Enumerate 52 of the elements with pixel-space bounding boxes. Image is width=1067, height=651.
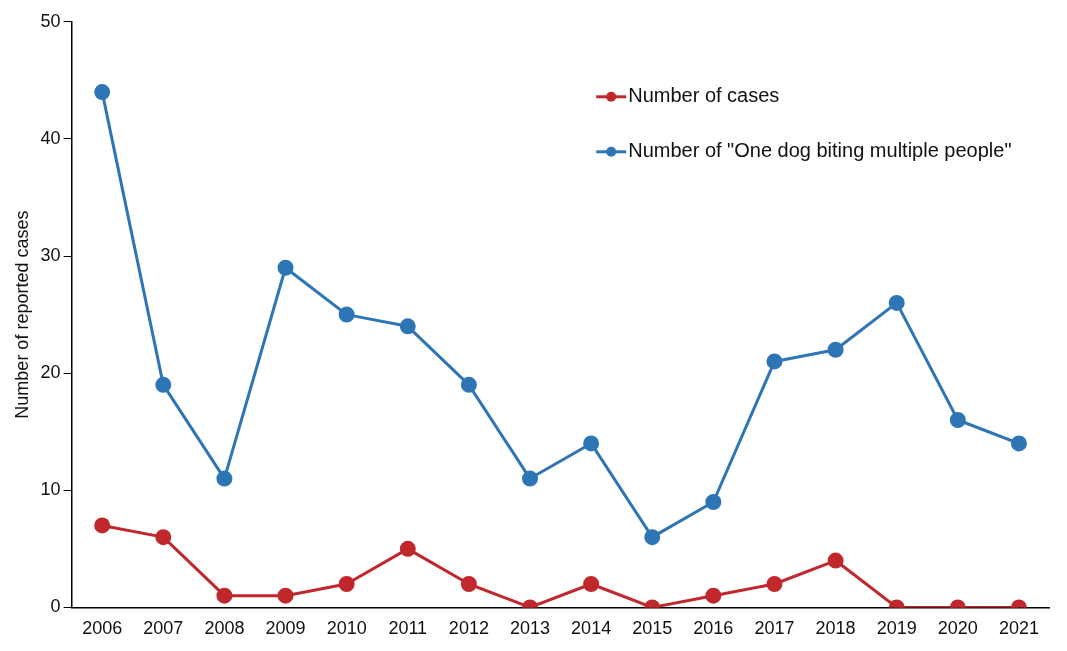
x-tick-label: 2016: [693, 618, 734, 639]
x-tick-label: 2014: [571, 618, 612, 639]
point: [522, 470, 538, 487]
point: [216, 587, 233, 604]
x-tick-label: 2021: [998, 618, 1039, 639]
x-tick-label: 2006: [82, 618, 123, 639]
point: [583, 575, 600, 592]
point: [399, 540, 416, 557]
x-tick-label: 2018: [815, 618, 856, 639]
point: [827, 552, 844, 569]
legend-label: Number of cases: [628, 84, 780, 107]
point: [766, 353, 783, 370]
point: [277, 259, 294, 276]
x-tick-label: 2012: [448, 618, 489, 639]
y-tick-label: 50: [40, 10, 61, 31]
point: [705, 587, 722, 604]
point: [583, 435, 600, 452]
y-axis-title: Number of reported cases: [11, 210, 32, 419]
point: [460, 575, 477, 592]
x-tick-label: 2008: [204, 618, 245, 639]
point: [338, 575, 355, 592]
point: [338, 306, 355, 323]
point: [644, 529, 661, 546]
point: [216, 470, 233, 487]
y-tick-label: 10: [40, 479, 61, 500]
x-tick-label: 2015: [632, 618, 673, 639]
x-tick-label: 2011: [388, 618, 428, 639]
point: [399, 318, 416, 335]
y-tick-label: 0: [50, 596, 61, 617]
point: [277, 587, 294, 604]
x-tick-label: 2020: [937, 618, 978, 639]
point: [155, 376, 172, 393]
y-tick-label: 20: [40, 362, 61, 383]
point: [827, 341, 844, 358]
point: [888, 294, 905, 311]
point: [94, 84, 111, 101]
point: [949, 412, 966, 429]
point: [705, 493, 722, 510]
y-tick-label: 30: [40, 245, 61, 266]
point: [460, 376, 477, 393]
x-tick-label: 2013: [509, 618, 551, 639]
point: [1010, 435, 1027, 452]
x-tick-label: 2010: [326, 618, 367, 639]
y-tick-label: 40: [40, 127, 61, 148]
legend-label: Number of "One dog biting multiple people": [628, 139, 1012, 162]
point: [766, 575, 783, 592]
x-tick-label: 2009: [265, 618, 306, 639]
x-tick-label: 2007: [143, 618, 184, 639]
x-tick-label: 2017: [754, 618, 795, 639]
x-tick-label: 2019: [876, 618, 917, 639]
point: [94, 517, 111, 534]
point: [155, 529, 172, 546]
